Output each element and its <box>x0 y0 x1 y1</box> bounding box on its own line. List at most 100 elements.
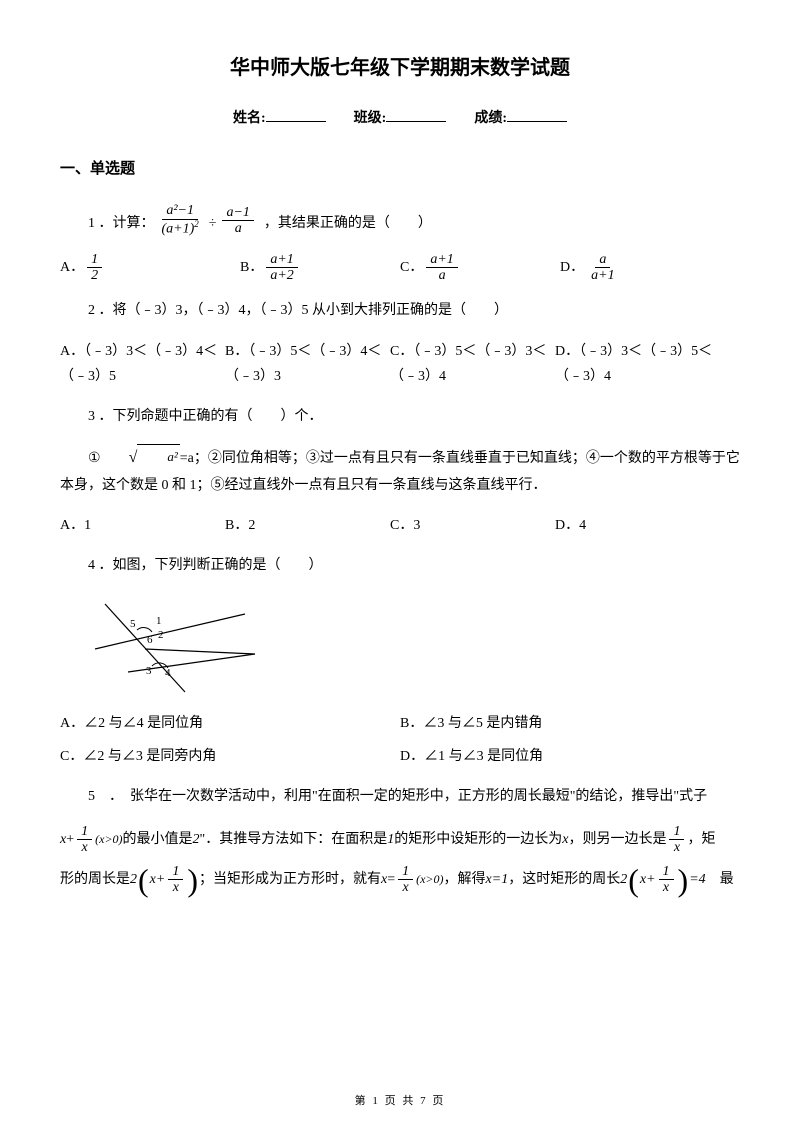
svg-text:6: 6 <box>147 634 153 646</box>
q5-l3-eqs: = <box>387 867 395 892</box>
q1-option-d: D． aa+1 <box>560 252 622 284</box>
q1-c-den: a <box>435 268 450 283</box>
q1-b-num: a+1 <box>266 252 297 268</box>
q4-options: A．∠2 与∠4 是同位角 B．∠3 与∠5 是内错角 C．∠2 与∠3 是同旁… <box>60 711 740 769</box>
q5-l3-ip: + <box>156 867 165 892</box>
svg-text:4: 4 <box>165 667 171 679</box>
q3-circled-1: ① <box>88 451 101 466</box>
q5-l3-rhs: =4 <box>689 867 705 892</box>
question-4: 4 ．如图，下列判断正确的是（ ） <box>60 553 740 578</box>
svg-text:3: 3 <box>146 665 152 677</box>
q2-option-d: D．（﹣3）3＜（﹣3）5＜（﹣3）4 <box>555 339 720 389</box>
q5-l3-tail: 最 <box>706 867 734 892</box>
q5-l3-after2: ，这时矩形的周长 <box>508 867 620 892</box>
q1-a-den: 2 <box>87 268 102 283</box>
q1-right-den: a <box>231 221 246 236</box>
q1-b-label: B． <box>240 255 263 280</box>
q1-d-den: a+1 <box>587 268 618 283</box>
q5-l2-mid: 的最小值是 <box>123 827 193 852</box>
q5-l2-tail: ，矩 <box>687 827 715 852</box>
student-info-line: 姓名: 班级: 成绩: <box>60 106 740 131</box>
q1-d-num: a <box>595 252 610 268</box>
q5-l3-eqd: x <box>399 880 413 895</box>
q5-l3-id: x <box>169 880 183 895</box>
label-class: 班级: <box>354 111 387 126</box>
q1-left-num: a²−1 <box>166 203 194 218</box>
svg-text:1: 1 <box>156 615 162 627</box>
page-footer: 第 1 页 共 7 页 <box>0 1092 800 1112</box>
q5-l3-after: ，解得 <box>444 867 486 892</box>
q5-l3-coef: 2 <box>130 867 137 892</box>
question-2: 2 ．将（﹣3）3，（﹣3）4，（﹣3）5 从小到大排列正确的是（ ） <box>60 298 740 323</box>
q5-l3-eqn: 1 <box>398 864 413 880</box>
question-5-line1: 5 ． 张华在一次数学活动中，利用"在面积一定的矩形中，正方形的周长最短"的结论… <box>60 784 740 809</box>
q5-l2-f2d: x <box>670 840 684 855</box>
question-1: 1 ．计算： a²−1 (a+1)2 ÷ a−1 a ，其结果正确的是（ ） <box>60 203 740 236</box>
svg-text:2: 2 <box>158 629 164 641</box>
q5-l2-f2n: 1 <box>669 824 684 840</box>
label-name: 姓名: <box>233 111 266 126</box>
q4-option-c: C．∠2 与∠3 是同旁内角 <box>60 744 400 769</box>
blank-class[interactable] <box>386 108 446 122</box>
q1-option-c: C． a+1a <box>400 252 560 284</box>
q1-left-den: (a+1)2 <box>158 220 203 237</box>
q1-frac-right: a−1 a <box>222 205 253 237</box>
sqrt-icon: √a² <box>101 444 180 473</box>
q5-l3-id2: x <box>659 880 673 895</box>
q2-option-b: B．（﹣3）5＜（﹣3）4＜（﹣3）3 <box>225 339 390 389</box>
q3-option-b: B．2 <box>225 513 390 538</box>
q2-option-c: C．（﹣3）5＜（﹣3）3＜（﹣3）4 <box>390 339 555 389</box>
q5-l3-eqc: (x>0) <box>416 869 443 891</box>
q5-l3-mid: ；当矩形成为正方形时，就有 <box>199 867 381 892</box>
q4-option-b: B．∠3 与∠5 是内错角 <box>400 711 700 736</box>
q3-option-a: A．1 <box>60 513 225 538</box>
q5-l2-after3: ，则另一边长是 <box>568 827 666 852</box>
q5-l2-one: 1 <box>387 827 394 852</box>
q5-l3-prefix: 形的周长是 <box>60 867 130 892</box>
q3-options: A．1 B．2 C．3 D．4 <box>60 513 740 538</box>
q1-suffix: ，其结果正确的是（ ） <box>264 211 432 236</box>
q5-l3-paren2: 2 ( x + 1x ) =4 <box>620 864 705 896</box>
q1-right-num: a−1 <box>222 205 253 221</box>
blank-score[interactable] <box>507 108 567 122</box>
q5-l3-in2: 1 <box>659 864 674 880</box>
label-score: 成绩: <box>474 111 507 126</box>
svg-text:5: 5 <box>130 618 136 630</box>
q5-l3-x1: x=1 <box>486 867 509 892</box>
q5-l3-paren1: 2 ( x + 1x ) <box>130 864 199 896</box>
question-3: 3 ．下列命题中正确的有（ ）个． <box>60 404 740 429</box>
q5-l2-after: "．其推导方法如下：在面积是 <box>200 827 388 852</box>
q1-frac-left: a²−1 (a+1)2 <box>158 203 203 236</box>
q5-l2-after2: 的矩形中设矩形的一边长为 <box>394 827 562 852</box>
q1-a-label: A． <box>60 255 84 280</box>
q4-option-a: A．∠2 与∠4 是同位角 <box>60 711 400 736</box>
q5-l2-val: 2 <box>193 827 200 852</box>
q1-prefix: 1 ．计算： <box>88 211 155 236</box>
q3-body: ①√a²=a；②同位角相等；③过一点有且只有一条直线垂直于已知直线；④一个数的平… <box>60 444 740 498</box>
q1-c-label: C． <box>400 255 423 280</box>
section-1-header: 一、单选题 <box>60 156 740 183</box>
q2-options: A．（﹣3）3＜（﹣3）4＜（﹣3）5 B．（﹣3）5＜（﹣3）4＜（﹣3）3 … <box>60 339 740 389</box>
q5-l2-cond: (x>0) <box>95 829 122 851</box>
blank-name[interactable] <box>266 108 326 122</box>
q5-l3-coef2: 2 <box>620 867 627 892</box>
q3-option-d: D．4 <box>555 513 720 538</box>
q5-l2-fn: 1 <box>77 824 92 840</box>
q4-option-d: D．∠1 与∠3 是同位角 <box>400 744 700 769</box>
q4-angle-diagram: 1 2 3 4 56 <box>90 594 265 699</box>
q1-option-b: B． a+1a+2 <box>240 252 400 284</box>
q2-option-a: A．（﹣3）3＜（﹣3）4＜（﹣3）5 <box>60 339 225 389</box>
q3-option-c: C．3 <box>390 513 555 538</box>
q5-l2-fd: x <box>78 840 92 855</box>
q5-l3-in: 1 <box>168 864 183 880</box>
q1-option-a: A． 12 <box>60 252 240 284</box>
q5-l2-plus: + <box>66 827 74 852</box>
q1-c-num: a+1 <box>426 252 457 268</box>
q5-l3-ip2: + <box>646 867 655 892</box>
question-5-line2: x + 1x (x>0) 的最小值是 2 "．其推导方法如下：在面积是 1 的矩… <box>60 824 740 856</box>
q1-a-num: 1 <box>87 252 102 268</box>
q1-b-den: a+2 <box>266 268 297 283</box>
q3-radicand: a² <box>137 444 179 468</box>
q1-op: ÷ <box>206 211 220 236</box>
q1-d-label: D． <box>560 255 584 280</box>
